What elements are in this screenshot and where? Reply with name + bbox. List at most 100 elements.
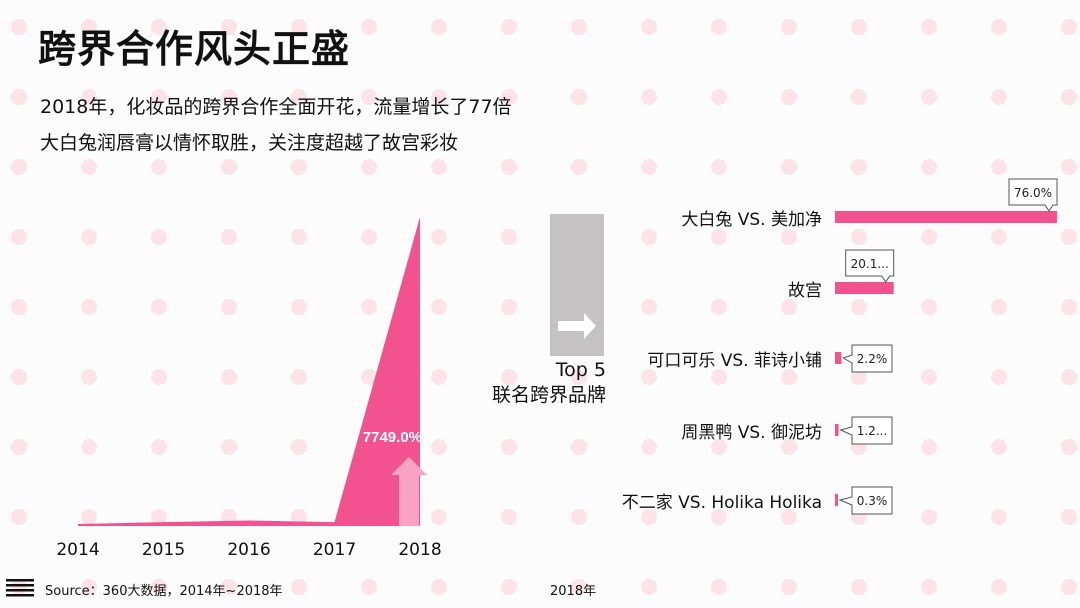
bg-dot: [991, 159, 1007, 175]
top5-box: [550, 214, 604, 356]
bg-dot: [781, 439, 797, 455]
bg-dot: [431, 159, 447, 175]
bg-dot: [571, 19, 587, 35]
area-series: [78, 216, 420, 526]
bg-dot: [921, 579, 937, 595]
bar-data-label: 76.0%: [1014, 186, 1052, 200]
bg-dot: [781, 19, 797, 35]
bg-dot: [851, 89, 867, 105]
bg-dot: [1061, 229, 1077, 245]
data-label-callout: 76.0%: [1008, 178, 1058, 212]
bg-dot: [991, 299, 1007, 315]
bg-dot: [151, 19, 167, 35]
bg-dot: [641, 19, 657, 35]
bg-dot: [431, 369, 447, 385]
bg-dot: [781, 89, 797, 105]
bg-dot: [431, 19, 447, 35]
bg-dot: [1061, 19, 1077, 35]
subtitle-line-1: 2018年，化妆品的跨界合作全面开花，流量增长了77倍: [40, 96, 512, 118]
bg-dot: [501, 369, 517, 385]
bg-dot: [151, 299, 167, 315]
bg-dot: [431, 579, 447, 595]
bg-dot: [921, 19, 937, 35]
bg-dot: [291, 369, 307, 385]
bg-dot: [151, 439, 167, 455]
bg-dot: [1061, 89, 1077, 105]
bg-dot: [11, 89, 27, 105]
bg-dot: [291, 89, 307, 105]
bg-dot: [711, 439, 727, 455]
bg-dot: [11, 19, 27, 35]
bg-dot: [711, 19, 727, 35]
bg-dot: [711, 299, 727, 315]
bg-dot: [641, 369, 657, 385]
bg-dot: [641, 159, 657, 175]
arrow-right-icon: [558, 313, 596, 339]
bar: [835, 494, 838, 506]
bg-dot: [291, 299, 307, 315]
bg-dot: [361, 19, 377, 35]
bg-dot: [151, 369, 167, 385]
bg-dot: [851, 229, 867, 245]
bg-dot: [711, 159, 727, 175]
bg-dot: [711, 579, 727, 595]
bg-dot: [641, 579, 657, 595]
hamburger-icon[interactable]: [6, 578, 34, 598]
bg-dot: [361, 579, 377, 595]
bar-data-label: 20.1...: [851, 257, 889, 271]
bg-dot: [921, 439, 937, 455]
bg-dot: [11, 159, 27, 175]
bg-dot: [11, 439, 27, 455]
bg-dot: [1061, 159, 1077, 175]
bg-dot: [81, 159, 97, 175]
bg-dot: [221, 89, 237, 105]
bg-dot: [571, 159, 587, 175]
bg-dot: [571, 579, 587, 595]
bg-dot: [81, 19, 97, 35]
bg-dot: [291, 579, 307, 595]
bg-dot: [151, 509, 167, 525]
bg-dot: [501, 229, 517, 245]
bg-dot: [501, 579, 517, 595]
bg-dot: [361, 159, 377, 175]
bg-dot: [711, 509, 727, 525]
bg-dot: [1061, 299, 1077, 315]
bg-dot: [851, 19, 867, 35]
top5-label-line2: 联名跨界品牌: [491, 384, 606, 406]
bar-category-label: 大白兔 VS. 美加净: [681, 210, 822, 230]
bg-dot: [291, 509, 307, 525]
bg-dot: [641, 439, 657, 455]
x-tick-label: 2015: [141, 540, 186, 560]
bg-dot: [921, 159, 937, 175]
arrow-up-icon: [391, 457, 427, 526]
footer-year: 2018年: [550, 584, 597, 599]
data-label-callout: 0.3%: [838, 486, 893, 515]
x-tick-label: 2017: [312, 540, 357, 560]
data-label-callout: 1.2...: [838, 416, 893, 445]
bg-dot: [641, 89, 657, 105]
bg-dot: [431, 89, 447, 105]
bg-dot: [81, 229, 97, 245]
bg-dot: [571, 89, 587, 105]
bg-dot: [81, 369, 97, 385]
bg-dot: [361, 299, 377, 315]
bg-dot: [851, 299, 867, 315]
bg-dot: [501, 439, 517, 455]
x-tick-label: 2018: [398, 540, 442, 560]
bar: [835, 352, 842, 364]
source-note: Source：360大数据，2014年~2018年: [45, 584, 283, 599]
bg-dot: [991, 229, 1007, 245]
bg-dot: [151, 89, 167, 105]
bg-dot: [991, 19, 1007, 35]
growth-annotation: 7749.0%: [363, 429, 422, 446]
bg-dot: [571, 439, 587, 455]
bg-dot: [291, 229, 307, 245]
page-title: 跨界合作风头正盛: [38, 27, 351, 71]
bg-dot: [291, 439, 307, 455]
bg-dot: [361, 369, 377, 385]
bg-dot: [11, 229, 27, 245]
bg-dot: [781, 579, 797, 595]
x-tick-label: 2014: [56, 540, 100, 560]
bg-dot: [81, 299, 97, 315]
